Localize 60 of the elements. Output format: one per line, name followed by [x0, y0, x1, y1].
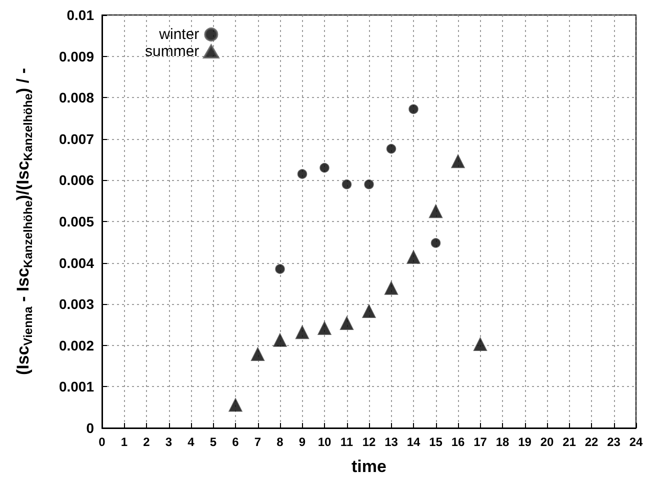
x-tick-label: 3 [165, 435, 172, 449]
point [318, 321, 332, 335]
x-tick-label: 22 [584, 435, 598, 449]
point [362, 304, 376, 318]
point [406, 250, 420, 264]
x-tick-label: 16 [451, 435, 465, 449]
x-tick-label: 9 [298, 435, 306, 449]
x-tick-label: 5 [210, 435, 217, 449]
x-tick-label: 7 [254, 435, 262, 449]
point [408, 104, 418, 114]
x-tick-label: 11 [340, 435, 354, 449]
point [430, 238, 441, 248]
x-tick-label: 15 [429, 435, 443, 449]
x-tick-label: 1 [120, 435, 128, 449]
legend-label: winter [158, 26, 200, 43]
x-tick-label: 23 [607, 435, 621, 449]
y-tick-label: 0.009 [58, 48, 94, 64]
x-tick-label: 20 [540, 435, 554, 449]
point [297, 169, 308, 179]
point [228, 398, 242, 412]
point [428, 204, 443, 218]
legend-label: summer [145, 43, 200, 60]
x-tick-label: 24 [629, 435, 643, 449]
point [340, 316, 354, 330]
point [342, 179, 352, 190]
y-tick-label: 0.004 [58, 254, 94, 271]
x-tick-label: 19 [518, 435, 532, 449]
point [320, 162, 330, 173]
point [275, 264, 285, 274]
x-axis-title: time [352, 457, 386, 476]
x-tick-label: 0 [98, 435, 106, 449]
y-tick-label: 0.001 [58, 378, 94, 395]
point [273, 333, 287, 347]
y-tick-label: 0.007 [58, 130, 94, 147]
x-tick-label: 14 [406, 435, 420, 449]
point [364, 179, 374, 190]
x-tick-label: 17 [474, 435, 488, 449]
x-tick-label: 4 [188, 435, 195, 449]
y-tick-label: 0.005 [58, 214, 94, 230]
y-axis-title: (IscVienna - IscKanzelhöhe)/(IscKanzelhöhe) / - [14, 68, 35, 376]
y-tick-label: 0.008 [58, 90, 94, 106]
y-tick-label: 0.01 [66, 7, 94, 23]
x-tick-label: 8 [276, 435, 284, 449]
point [451, 154, 465, 168]
point [250, 347, 265, 361]
x-tick-label: 10 [318, 435, 332, 449]
x-tick-label: 2 [143, 435, 150, 449]
x-tick-label: 12 [362, 435, 376, 449]
point [473, 337, 488, 352]
x-tick-label: 21 [562, 435, 576, 449]
y-tick-label: 0.006 [58, 172, 94, 188]
point [384, 281, 398, 295]
y-tick-label: 0 [86, 420, 94, 436]
y-tick-label: 0.003 [58, 296, 94, 312]
x-tick-label: 18 [496, 435, 510, 449]
point [295, 325, 310, 340]
y-tick-label: 0.002 [58, 337, 94, 354]
x-tick-label: 6 [232, 435, 240, 449]
x-tick-label: 13 [384, 435, 398, 449]
point [386, 144, 396, 154]
